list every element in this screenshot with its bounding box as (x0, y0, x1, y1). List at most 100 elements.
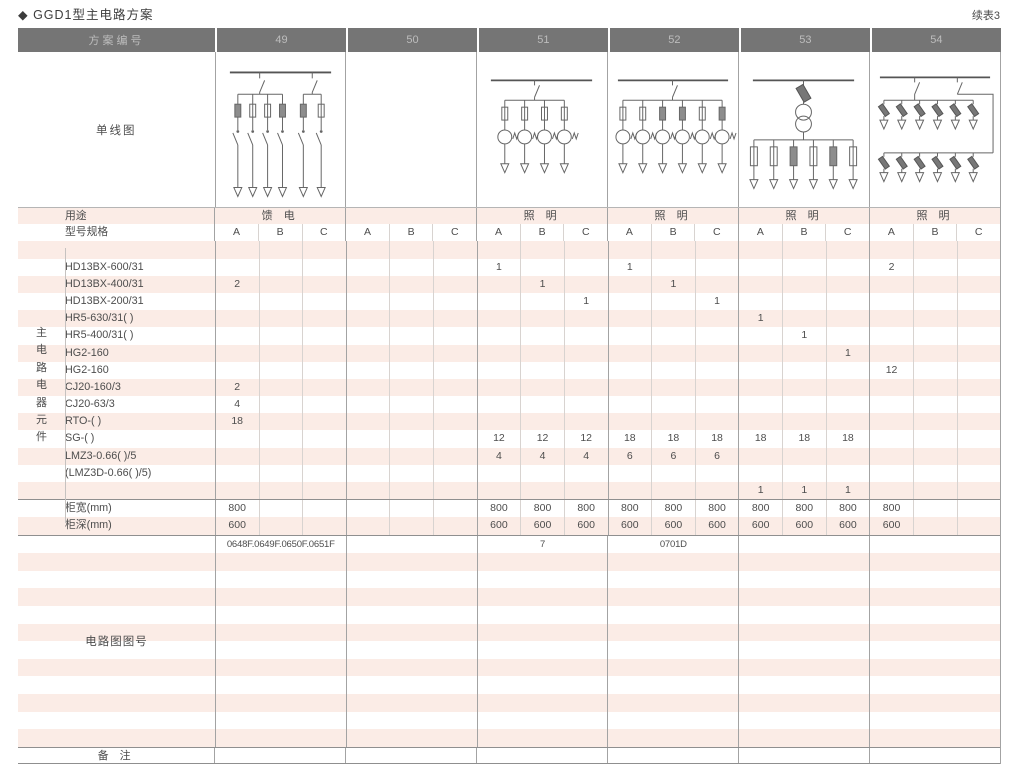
diagram-number-cell (476, 693, 608, 712)
count-cell (302, 241, 346, 259)
dimension-cell: 600 (563, 517, 608, 535)
single-line-diagram-53 (738, 52, 869, 207)
count-cell (433, 464, 477, 482)
count-cell (869, 241, 913, 259)
dimension-cell: 800 (782, 500, 826, 518)
component-row: CJ20-160/3 2 (18, 378, 1000, 397)
count-cell: 12 (563, 430, 608, 448)
count-cell (302, 258, 346, 276)
count-cell (389, 327, 433, 345)
count-cell (258, 344, 303, 362)
count-cell (694, 275, 739, 293)
dimension-cell: 600 (694, 517, 739, 535)
count-cell (302, 396, 346, 414)
count-cell (956, 430, 1001, 448)
phase-col-header: B (912, 224, 957, 242)
count-cell (563, 482, 608, 500)
diagram-number-cell (476, 729, 608, 747)
diagram-number-cell (607, 729, 738, 747)
count-cell (433, 413, 477, 431)
count-cell (433, 378, 477, 397)
count-cell (912, 447, 957, 465)
count-cell (607, 482, 652, 500)
diagram-number-row (18, 676, 1000, 694)
diagram-number-cell (607, 553, 738, 571)
count-cell (825, 310, 870, 328)
count-cell (738, 344, 782, 362)
count-cell (389, 430, 433, 448)
count-cell (869, 378, 913, 397)
count-cell (651, 344, 695, 362)
count-cell (476, 413, 521, 431)
count-cell (345, 482, 390, 500)
count-cell (607, 292, 652, 311)
dimension-row: 柜深(mm) 600 600 600 600 600 600 600 600 600 600 600 (18, 517, 1000, 535)
diagram-number-cell (869, 535, 1000, 554)
count-cell (912, 292, 957, 311)
count-cell: 18 (825, 430, 870, 448)
phase-col-header: A (869, 224, 913, 242)
phase-col-header: B (388, 224, 433, 242)
count-cell (214, 310, 259, 328)
diagram-number-cell (476, 570, 608, 589)
remarks-row: 备 注 (18, 746, 1000, 765)
count-cell (651, 310, 695, 328)
count-cell: 4 (520, 447, 564, 465)
diagram-number-cell (869, 711, 1000, 730)
count-cell (345, 275, 390, 293)
count-cell (869, 275, 913, 293)
count-cell: 6 (651, 447, 695, 465)
diagram-number-cell (738, 553, 869, 571)
component-row: HG2-160 12 (18, 361, 1001, 379)
count-cell (433, 241, 477, 259)
count-cell (694, 482, 739, 500)
phase-col-header: A (345, 224, 389, 242)
diagram-number-cell (345, 693, 477, 712)
usage-value (345, 208, 476, 225)
diagram-number-cell (345, 623, 477, 642)
count-cell (302, 361, 346, 379)
scheme-number-header: 方案编号 (18, 28, 215, 52)
count-cell (520, 378, 564, 397)
diagram-number-cell (214, 605, 346, 624)
count-cell (476, 482, 521, 500)
remark-cell (345, 747, 476, 764)
diagram-number-cell (345, 729, 477, 747)
count-cell (520, 396, 564, 414)
dimension-cell: 600 (782, 517, 826, 535)
diagram-number-cell (607, 605, 738, 624)
diagram-number-cell (214, 676, 346, 694)
table-header-row: 方案编号 49 50 51 52 53 54 (18, 28, 1001, 52)
component-name: HR5-630/31( ) (65, 312, 134, 325)
count-cell (607, 327, 652, 345)
diagram-number-cell (345, 676, 477, 694)
count-cell (389, 396, 433, 414)
dimension-row: 柜宽(mm) 800 800 800 800 800 800 800 800 800 800 800 (18, 500, 1000, 518)
diagram-number-cell (345, 553, 477, 571)
diagram-number-cell (345, 535, 477, 554)
count-cell (956, 361, 1001, 379)
phase-col-header: B (519, 224, 564, 242)
count-cell (738, 378, 782, 397)
dimension-cell (912, 500, 957, 518)
count-cell (869, 327, 913, 345)
count-cell: 1 (476, 258, 521, 276)
count-cell: 2 (214, 275, 259, 293)
dimension-cell: 800 (738, 500, 782, 518)
count-cell (607, 361, 652, 379)
phase-col-header: C (301, 224, 346, 242)
count-cell (651, 292, 695, 311)
count-cell (214, 464, 259, 482)
count-cell (345, 344, 390, 362)
scheme-number: 53 (738, 28, 870, 52)
count-cell: 6 (694, 447, 739, 465)
count-cell: 6 (607, 447, 652, 465)
count-cell (912, 310, 957, 328)
count-cell (345, 292, 390, 311)
diagram-number-cell (869, 588, 1000, 606)
count-cell: 1 (782, 482, 826, 500)
count-cell (738, 292, 782, 311)
remark-cell (869, 747, 1000, 764)
